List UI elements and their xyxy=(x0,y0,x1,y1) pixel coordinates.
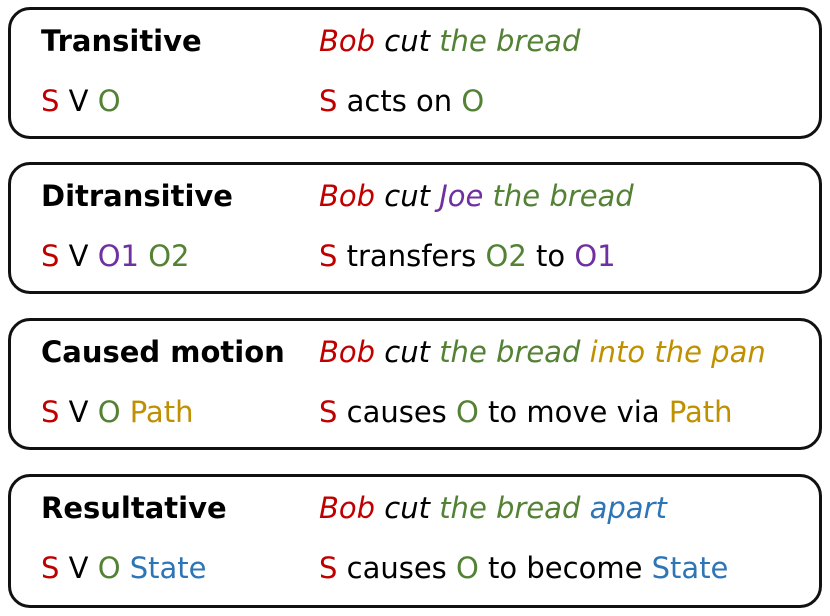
construction-meaning: S transfers O2 to O1 xyxy=(319,239,616,273)
segment-plain: V xyxy=(59,551,98,585)
segment-plain: to move via xyxy=(478,395,669,429)
segment-plain: V xyxy=(59,84,98,118)
segment-plain: cut xyxy=(375,24,440,58)
segment-subject: S xyxy=(319,84,338,118)
segment-object: O2 xyxy=(148,239,190,273)
construction-example: Bob cut Joe the bread xyxy=(319,179,634,213)
segment-plain: cut xyxy=(375,491,440,525)
segment-plain xyxy=(121,395,130,429)
construction-pattern: S V O xyxy=(41,84,121,118)
segment-plain: V xyxy=(59,239,98,273)
construction-name: Ditransitive xyxy=(41,179,233,213)
segment-object: O xyxy=(97,395,121,429)
construction-pattern: S V O State xyxy=(41,551,207,585)
segment-object: the bread xyxy=(439,335,581,369)
construction-meaning: S acts on O xyxy=(319,84,484,118)
segment-object: O2 xyxy=(485,239,527,273)
segment-object: O xyxy=(97,84,121,118)
segment-subject: Bob xyxy=(319,179,376,213)
segment-plain xyxy=(580,335,589,369)
segment-object: the bread xyxy=(439,24,581,58)
construction-name: Resultative xyxy=(41,491,227,525)
segment-plain: transfers xyxy=(337,239,486,273)
construction-example: Bob cut the bread apart xyxy=(319,491,667,525)
segment-state: apart xyxy=(589,491,667,525)
construction-box-ditransitive: Ditransitive S V O1 O2 Bob cut Joe the b… xyxy=(8,162,822,294)
segment-plain: to become xyxy=(478,551,652,585)
segment-subject: S xyxy=(41,395,60,429)
segment-subject: S xyxy=(41,551,60,585)
segment-plain: V xyxy=(59,395,98,429)
segment-state: State xyxy=(129,551,207,585)
segment-subject: S xyxy=(319,551,338,585)
segment-object: O xyxy=(97,551,121,585)
segment-recipient: Joe xyxy=(439,179,484,213)
segment-object: O xyxy=(456,551,479,585)
construction-box-caused-motion: Caused motion S V O Path Bob cut the bre… xyxy=(8,318,822,450)
segment-plain: causes xyxy=(337,395,457,429)
segment-subject: S xyxy=(41,239,60,273)
segment-state: State xyxy=(651,551,729,585)
segment-plain xyxy=(483,179,492,213)
segment-subject: Bob xyxy=(319,24,376,58)
segment-path: Path xyxy=(129,395,194,429)
segment-plain: cut xyxy=(375,335,440,369)
segment-subject: S xyxy=(41,84,60,118)
construction-pattern: S V O1 O2 xyxy=(41,239,189,273)
segment-plain xyxy=(121,551,130,585)
segment-recipient: O1 xyxy=(97,239,139,273)
construction-box-resultative: Resultative S V O State Bob cut the brea… xyxy=(8,474,822,608)
construction-name: Transitive xyxy=(41,24,202,58)
segment-plain: cut xyxy=(375,179,440,213)
segment-path: into the pan xyxy=(589,335,766,369)
segment-object: the bread xyxy=(492,179,634,213)
segment-subject: Bob xyxy=(319,335,376,369)
segment-subject: Bob xyxy=(319,491,376,525)
segment-plain: acts on xyxy=(337,84,462,118)
segment-path: Path xyxy=(668,395,733,429)
segment-plain: to xyxy=(526,239,575,273)
construction-meaning: S causes O to move via Path xyxy=(319,395,733,429)
segment-plain: causes xyxy=(337,551,457,585)
segment-subject: S xyxy=(319,239,338,273)
construction-pattern: S V O Path xyxy=(41,395,193,429)
segment-recipient: O1 xyxy=(574,239,616,273)
segment-plain xyxy=(580,491,589,525)
segment-subject: S xyxy=(319,395,338,429)
construction-example: Bob cut the bread xyxy=(319,24,580,58)
segment-object: O xyxy=(456,395,479,429)
segment-plain xyxy=(139,239,148,273)
segment-object: the bread xyxy=(439,491,581,525)
construction-name: Caused motion xyxy=(41,335,285,369)
segment-object: O xyxy=(461,84,485,118)
construction-example: Bob cut the bread into the pan xyxy=(319,335,766,369)
construction-meaning: S causes O to become State xyxy=(319,551,728,585)
construction-box-transitive: Transitive S V O Bob cut the bread S act… xyxy=(8,7,822,139)
